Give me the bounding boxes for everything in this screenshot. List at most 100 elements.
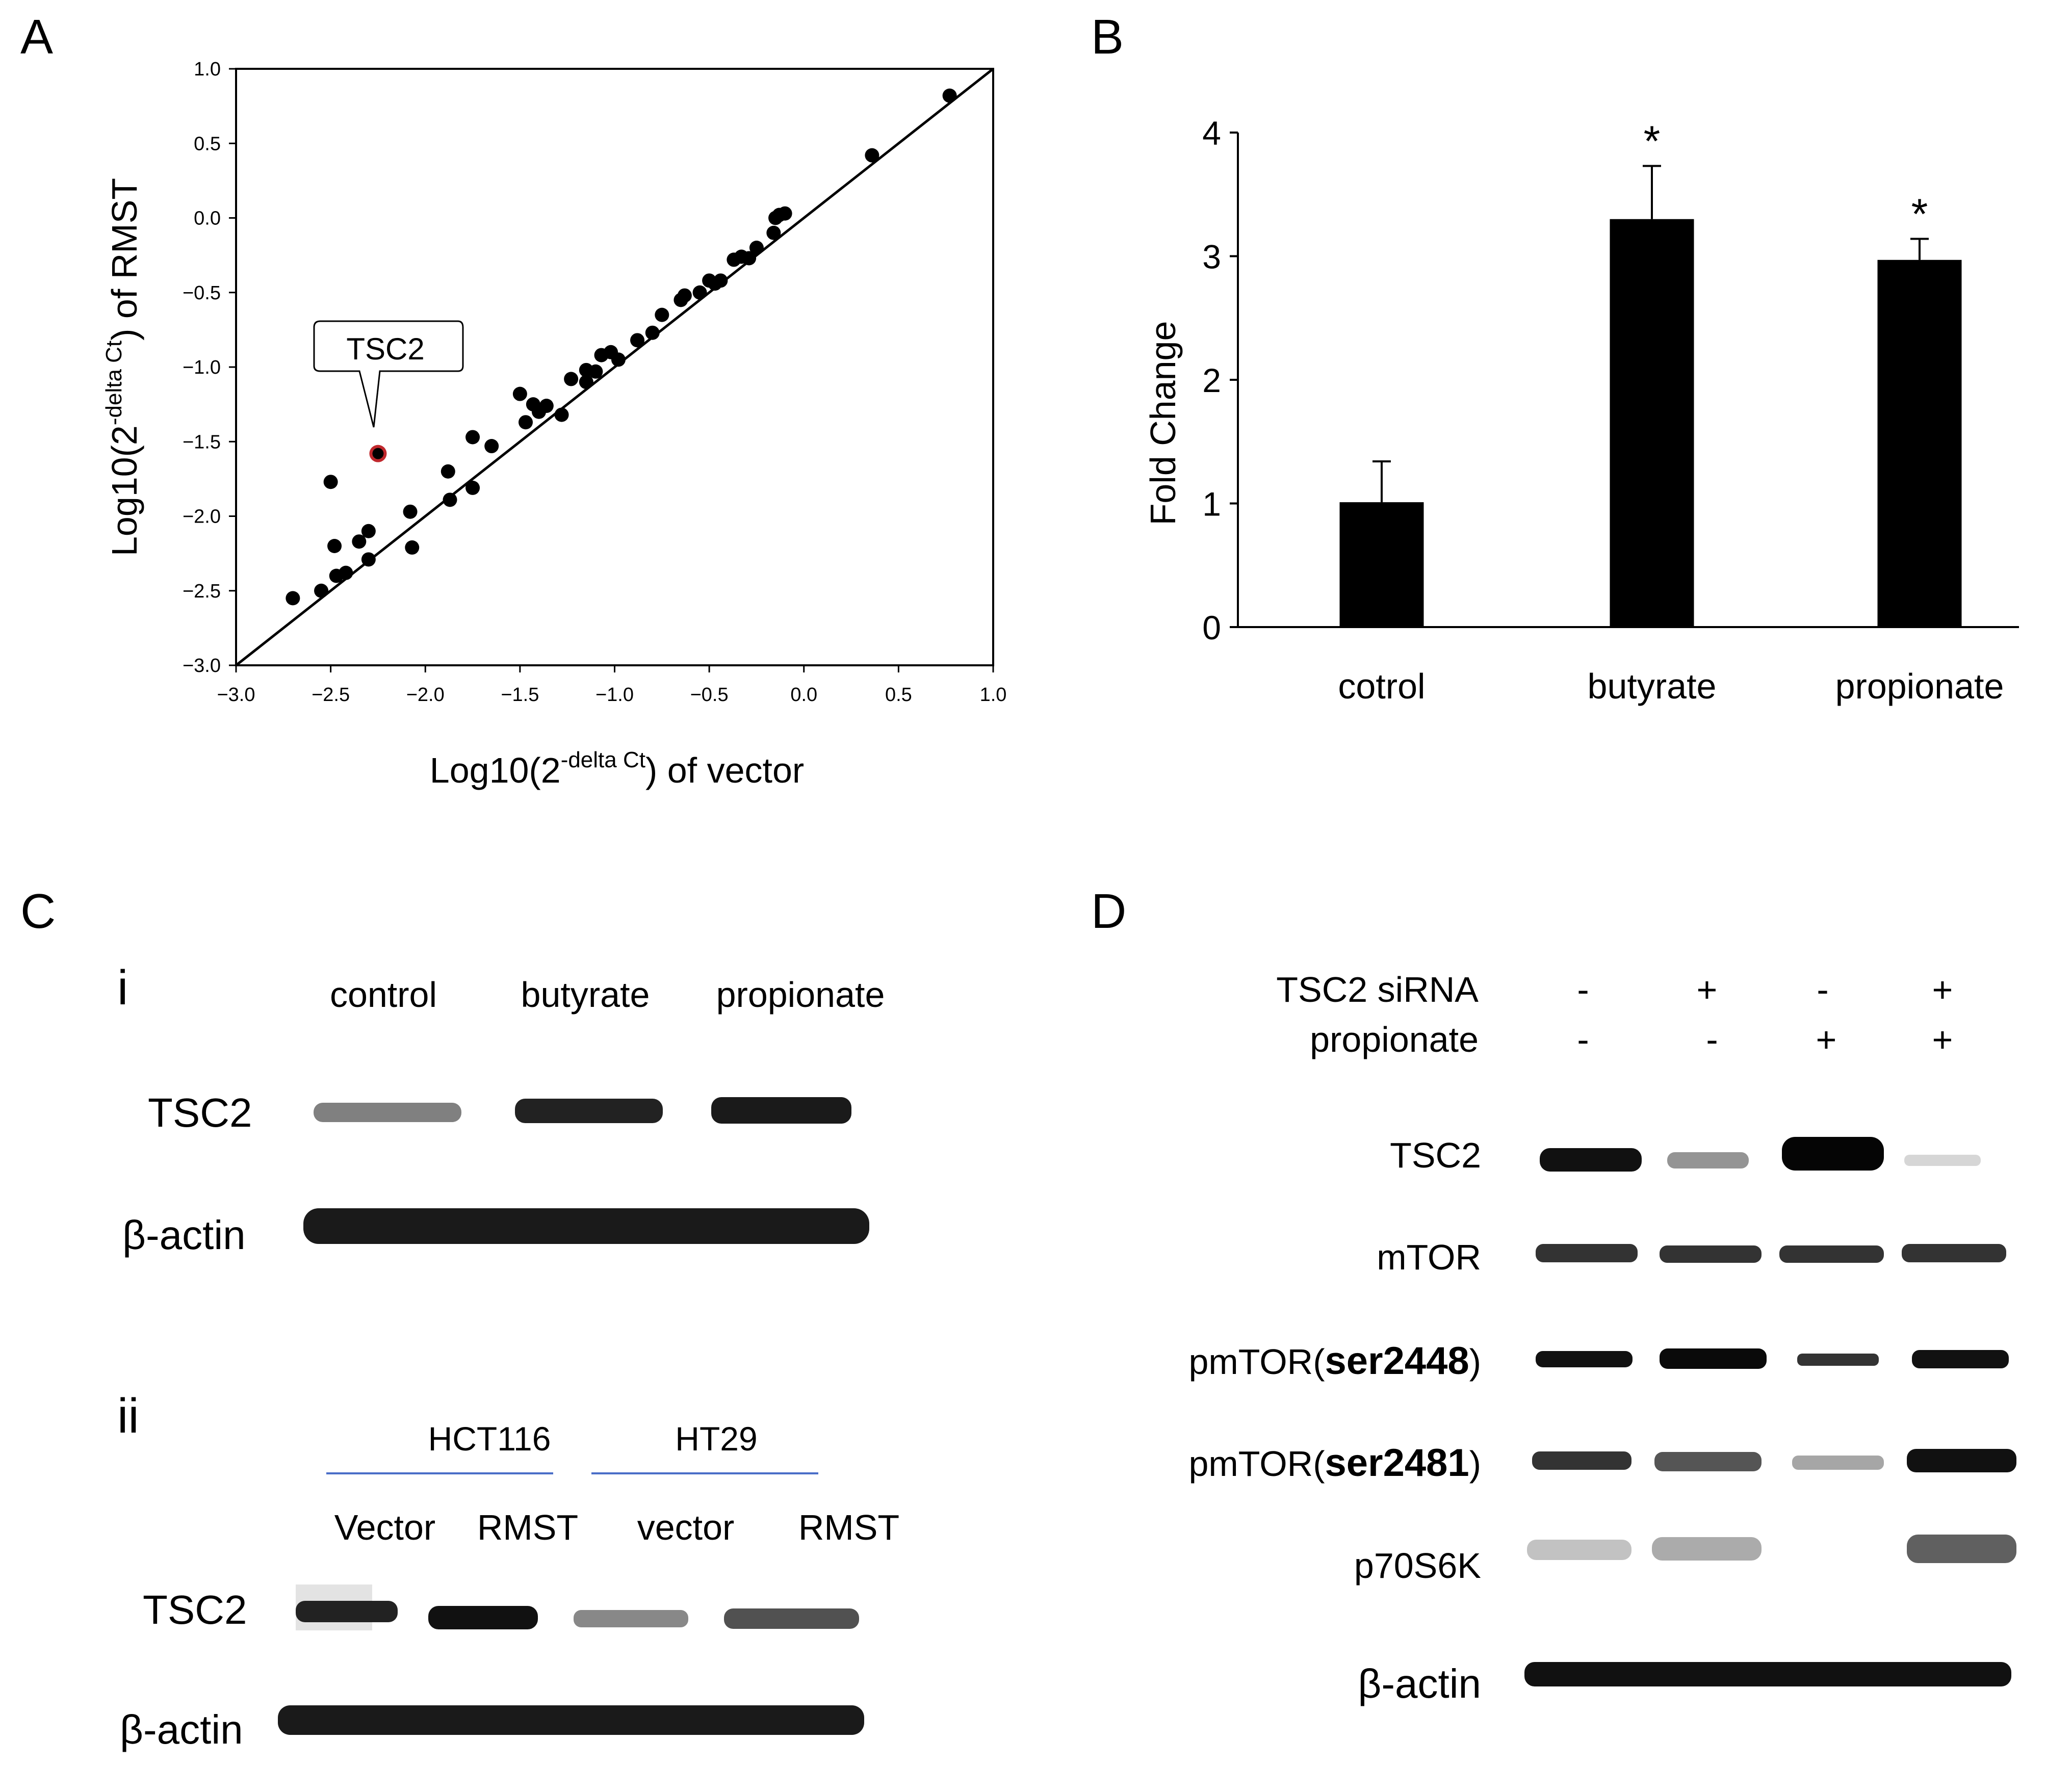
tsc2-callout-label: TSC2 bbox=[346, 332, 424, 366]
scatter-y-tick-label: 0.0 bbox=[194, 208, 221, 229]
scatter-y-tick-label: −2.0 bbox=[183, 506, 221, 528]
scatter-x-tick-label: 0.0 bbox=[790, 684, 817, 706]
scatter-point bbox=[352, 534, 367, 549]
propionate-lane-1: - bbox=[1577, 1020, 1589, 1059]
condition-label-propionate: propionate bbox=[1310, 1020, 1479, 1059]
scatter-point-tsc2 bbox=[372, 448, 384, 459]
blot-d: TSC2 siRNA propionate - + - + - - + + TS… bbox=[1188, 970, 2016, 1706]
row-label-d-pmtor-2448: pmTOR(ser2448) bbox=[1188, 1339, 1481, 1383]
scatter-point bbox=[942, 88, 957, 103]
scatter-point bbox=[465, 430, 480, 445]
scatter-point bbox=[286, 591, 300, 606]
significance-butyrate: * bbox=[1644, 117, 1661, 165]
panel-label-c: C bbox=[20, 884, 56, 939]
scatter-point bbox=[403, 504, 418, 519]
row-label-d-p70s6k: p70S6K bbox=[1354, 1546, 1481, 1586]
band-d-mtor-3 bbox=[1779, 1245, 1884, 1263]
row-label-d-actin: β-actin bbox=[1358, 1661, 1481, 1706]
tsc2-callout-box bbox=[313, 320, 464, 428]
scatter-point bbox=[564, 372, 579, 386]
scatter-y-label: Log10(2-delta Ct) of RMST bbox=[101, 178, 144, 556]
scatter-point bbox=[484, 439, 499, 454]
band-d-tsc2-2 bbox=[1667, 1152, 1749, 1168]
scatter-point bbox=[554, 407, 569, 422]
band-d-pmtor2448-1 bbox=[1536, 1351, 1633, 1367]
scatter-point bbox=[361, 524, 376, 538]
group-label-ht29: HT29 bbox=[675, 1420, 757, 1458]
scatter-point bbox=[465, 480, 480, 495]
blot-c-i: i control butyrate propionate TSC2 β-act… bbox=[117, 960, 885, 1258]
scatter-point bbox=[588, 364, 603, 379]
lane-label-butyrate: butyrate bbox=[521, 975, 650, 1015]
sirna-lane-2: + bbox=[1697, 970, 1718, 1009]
row-label-ii-actin: β-actin bbox=[120, 1707, 243, 1752]
bar-butyrate bbox=[1610, 219, 1694, 627]
scatter-point bbox=[611, 352, 626, 367]
band-d-pmtor2448-2 bbox=[1660, 1348, 1767, 1369]
bar-chart: 0 1 2 3 4 cotrol * butyrate * propionate Fold Ch… bbox=[1143, 114, 2019, 706]
scatter-y-tick-label: −1.5 bbox=[183, 431, 221, 453]
scatter-x-tick-label: −2.5 bbox=[312, 684, 350, 706]
band-d-pmtor2448-4 bbox=[1912, 1350, 2009, 1368]
scatter-point bbox=[441, 464, 455, 479]
band-d-mtor-2 bbox=[1660, 1245, 1762, 1263]
bar-y-tick-label: 1 bbox=[1202, 485, 1221, 523]
sirna-lane-3: - bbox=[1817, 970, 1828, 1009]
propionate-lane-3: + bbox=[1816, 1020, 1837, 1059]
band-d-p70s6k-2 bbox=[1652, 1537, 1762, 1561]
scatter-plot: −3.0 −2.5 −2.0 −1.5 −1.0 −0.5 0.0 0.5 1.0 −3.0 −2… bbox=[101, 59, 1006, 790]
band-c-i-tsc2-propionate bbox=[711, 1097, 851, 1124]
significance-propionate: * bbox=[1911, 190, 1928, 238]
band-c-ii-tsc2-hct116-rmst bbox=[428, 1606, 538, 1629]
bar-y-tick-label: 0 bbox=[1202, 609, 1221, 646]
band-c-ii-tsc2-ht29-vector bbox=[574, 1610, 688, 1627]
scatter-point bbox=[778, 206, 792, 221]
scatter-x-tick-label: −1.5 bbox=[501, 684, 539, 706]
scatter-point bbox=[405, 540, 420, 555]
band-d-tsc2-4 bbox=[1904, 1155, 1981, 1166]
bar-category-label-butyrate: butyrate bbox=[1588, 666, 1717, 706]
identity-line bbox=[235, 68, 994, 666]
scatter-point bbox=[692, 285, 707, 300]
panel-label-d: D bbox=[1091, 884, 1126, 939]
bar-y-tick-label: 3 bbox=[1202, 238, 1221, 276]
bar-y-label: Fold Change bbox=[1143, 321, 1183, 526]
scatter-point bbox=[327, 539, 342, 553]
scatter-x-tick-label: 1.0 bbox=[980, 684, 1007, 706]
scatter-point bbox=[579, 375, 593, 389]
band-d-actin bbox=[1524, 1662, 2011, 1686]
scatter-y-tick-label: −0.5 bbox=[183, 282, 221, 304]
sirna-lane-1: - bbox=[1577, 970, 1589, 1009]
band-c-i-tsc2-control bbox=[314, 1103, 461, 1122]
scatter-y-tick-label: −2.5 bbox=[183, 581, 221, 602]
scatter-point bbox=[314, 583, 329, 598]
scatter-point bbox=[865, 148, 879, 163]
scatter-y-tick-label: −1.0 bbox=[183, 357, 221, 378]
scatter-y-axis: −3.0 −2.5 −2.0 −1.5 −1.0 −0.5 0.0 0.5 1.0 bbox=[183, 59, 236, 677]
scatter-y-tick-label: −3.0 bbox=[183, 655, 221, 677]
lane-label-hct116-rmst: RMST bbox=[477, 1508, 578, 1547]
scatter-x-tick-label: −1.0 bbox=[595, 684, 634, 706]
sirna-lane-4: + bbox=[1932, 970, 1953, 1009]
scatter-point bbox=[742, 251, 757, 266]
propionate-lane-2: - bbox=[1706, 1020, 1718, 1059]
scatter-point bbox=[539, 399, 554, 413]
band-d-pmtor2481-1 bbox=[1532, 1451, 1631, 1470]
condition-label-tsc2-sirna: TSC2 siRNA bbox=[1276, 970, 1479, 1009]
bar-cotrol bbox=[1339, 502, 1424, 627]
scatter-x-tick-label: −2.0 bbox=[406, 684, 445, 706]
band-c-i-actin bbox=[303, 1208, 869, 1244]
scatter-point bbox=[339, 565, 353, 580]
scatter-point bbox=[323, 475, 338, 489]
lane-label-hct116-vector: Vector bbox=[334, 1508, 435, 1547]
band-c-ii-tsc2-ht29-rmst bbox=[724, 1608, 859, 1629]
row-label-d-mtor: mTOR bbox=[1377, 1237, 1481, 1277]
row-label-ii-tsc2: TSC2 bbox=[143, 1587, 247, 1632]
band-d-mtor-1 bbox=[1536, 1244, 1638, 1262]
panel-label-b: B bbox=[1091, 10, 1124, 64]
scatter-y-tick-label: 0.5 bbox=[194, 133, 221, 154]
lane-label-ht29-vector: vector bbox=[637, 1508, 735, 1547]
bar-y-tick-label: 4 bbox=[1202, 114, 1221, 152]
scatter-x-tick-label: 0.5 bbox=[885, 684, 912, 706]
